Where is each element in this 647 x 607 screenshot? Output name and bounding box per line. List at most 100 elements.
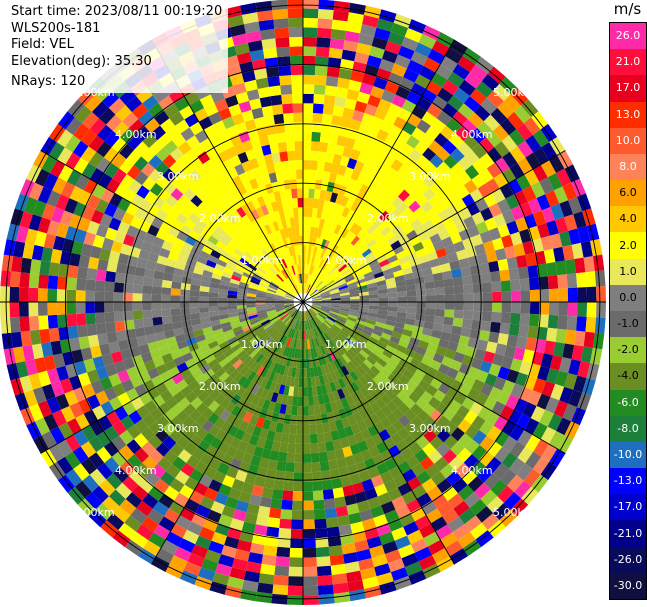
velocity-gate bbox=[262, 276, 272, 284]
velocity-gate bbox=[105, 270, 116, 283]
velocity-gate bbox=[545, 397, 560, 414]
velocity-gate bbox=[378, 297, 389, 302]
velocity-gate bbox=[236, 51, 252, 65]
velocity-gate bbox=[379, 353, 391, 364]
velocity-gate bbox=[275, 422, 284, 433]
velocity-gate bbox=[369, 302, 379, 306]
velocity-gate bbox=[259, 96, 272, 108]
velocity-gate bbox=[218, 514, 233, 528]
velocity-gate bbox=[279, 228, 286, 239]
velocity-gate bbox=[138, 371, 152, 384]
velocity-gate bbox=[106, 410, 121, 426]
velocity-gate bbox=[272, 221, 280, 232]
velocity-gate bbox=[222, 375, 234, 387]
velocity-gate bbox=[529, 277, 540, 291]
velocity-gate bbox=[596, 286, 606, 302]
velocity-gate bbox=[326, 241, 334, 252]
velocity-gate bbox=[305, 349, 309, 359]
velocity-gate bbox=[101, 353, 114, 367]
velocity-gate bbox=[266, 270, 275, 279]
velocity-gate bbox=[568, 389, 583, 408]
velocity-gate bbox=[276, 219, 284, 230]
velocity-gate bbox=[117, 221, 130, 235]
velocity-gate bbox=[479, 420, 494, 436]
velocity-gate bbox=[201, 407, 214, 420]
ring-label: 1.00km bbox=[325, 254, 367, 267]
velocity-gate bbox=[237, 151, 249, 164]
velocity-gate bbox=[516, 174, 531, 191]
velocity-gate bbox=[475, 530, 494, 548]
velocity-gate bbox=[416, 492, 432, 507]
velocity-gate bbox=[162, 435, 177, 450]
velocity-gate bbox=[152, 278, 163, 288]
velocity-gate bbox=[89, 468, 106, 486]
colorbar-tick-label: 10.0 bbox=[615, 133, 641, 147]
velocity-gate bbox=[426, 366, 438, 378]
velocity-gate bbox=[267, 288, 277, 294]
velocity-gate bbox=[308, 339, 313, 349]
velocity-gate bbox=[175, 422, 189, 436]
velocity-gate bbox=[208, 191, 220, 204]
velocity-gate bbox=[292, 319, 298, 329]
velocity-gate bbox=[305, 273, 308, 284]
velocity-gate bbox=[283, 480, 294, 492]
velocity-gate bbox=[284, 304, 294, 308]
velocity-gate bbox=[11, 331, 23, 348]
velocity-gate bbox=[375, 275, 386, 283]
velocity-gate bbox=[201, 558, 219, 573]
velocity-gate bbox=[258, 135, 270, 147]
velocity-gate bbox=[398, 45, 415, 60]
velocity-gate bbox=[370, 263, 381, 272]
velocity-gate bbox=[221, 137, 234, 151]
velocity-gate bbox=[519, 201, 533, 218]
velocity-gate bbox=[229, 24, 246, 37]
colorbar-segment bbox=[610, 468, 646, 495]
velocity-gate bbox=[422, 147, 437, 162]
velocity-gate bbox=[331, 325, 340, 334]
velocity-gate bbox=[306, 273, 309, 284]
velocity-gate bbox=[368, 146, 381, 159]
velocity-gate bbox=[480, 207, 494, 222]
velocity-gate bbox=[590, 347, 603, 365]
velocity-gate bbox=[249, 348, 259, 359]
velocity-gate bbox=[356, 172, 368, 184]
velocity-gate bbox=[338, 344, 348, 354]
velocity-gate bbox=[135, 126, 151, 142]
velocity-gate bbox=[330, 192, 339, 203]
velocity-gate bbox=[202, 196, 215, 209]
velocity-gate bbox=[43, 173, 59, 191]
velocity-gate bbox=[414, 515, 431, 530]
velocity-gate bbox=[323, 275, 332, 283]
velocity-gate bbox=[237, 375, 248, 387]
velocity-gate bbox=[555, 370, 569, 387]
velocity-gate bbox=[256, 397, 266, 409]
velocity-gate bbox=[287, 595, 303, 605]
velocity-gate bbox=[177, 141, 192, 155]
velocity-gate bbox=[460, 327, 472, 338]
velocity-gate bbox=[99, 343, 111, 356]
velocity-gate bbox=[435, 524, 453, 540]
velocity-gate bbox=[350, 381, 360, 393]
velocity-gate bbox=[289, 169, 297, 180]
velocity-gate bbox=[287, 290, 296, 297]
velocity-gate bbox=[176, 254, 189, 264]
velocity-gate bbox=[113, 292, 124, 302]
velocity-gate bbox=[138, 110, 154, 127]
velocity-gate bbox=[300, 339, 303, 350]
velocity-gate bbox=[270, 281, 280, 288]
velocity-gate bbox=[507, 111, 524, 130]
velocity-gate bbox=[321, 294, 331, 299]
velocity-gate bbox=[261, 357, 270, 368]
velocity-gate bbox=[155, 161, 170, 176]
velocity-gate bbox=[315, 423, 324, 434]
velocity-gate bbox=[282, 490, 294, 501]
velocity-gate bbox=[251, 257, 261, 267]
velocity-gate bbox=[349, 370, 359, 382]
velocity-gate bbox=[294, 320, 299, 330]
velocity-gate bbox=[350, 299, 360, 302]
velocity-gate bbox=[523, 117, 541, 135]
velocity-gate bbox=[313, 509, 326, 520]
velocity-gate bbox=[285, 294, 295, 299]
velocity-gate bbox=[31, 244, 44, 261]
velocity-gate bbox=[288, 576, 303, 587]
